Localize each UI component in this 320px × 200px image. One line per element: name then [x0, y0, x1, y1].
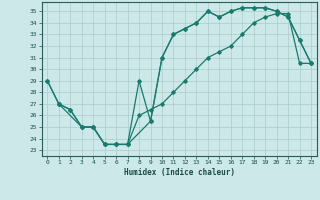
- X-axis label: Humidex (Indice chaleur): Humidex (Indice chaleur): [124, 168, 235, 177]
